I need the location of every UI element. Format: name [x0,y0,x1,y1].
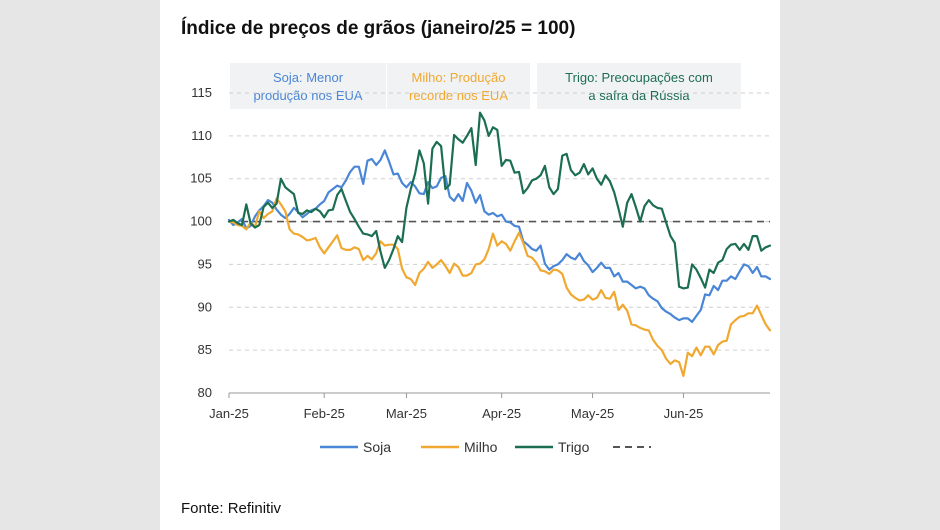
annotation-text: Milho: Produção [412,70,506,85]
y-tick-label: 115 [191,85,212,100]
series-lines [227,111,772,377]
annotation-text: a safra da Rússia [588,88,690,103]
y-tick-label: 90 [198,299,212,314]
annotation-box [387,63,530,109]
line-chart: Soja: Menor produção nos EUA Milho: Produç… [190,63,772,455]
grid-lines [229,92,770,351]
annotation-text: Soja: Menor [273,70,344,85]
annotation-boxes: Soja: Menor produção nos EUA Milho: Produç… [230,63,741,109]
y-tick-label: 110 [191,128,212,143]
y-tick-label: 95 [198,256,212,271]
y-tick-label: 105 [190,171,212,186]
annotation-box [537,63,741,109]
x-tick-label: Jun-25 [664,406,704,421]
legend-label: Trigo [558,439,590,455]
annotation-text: Trigo: Preocupações com [565,70,713,85]
y-tick-label: 85 [198,342,212,357]
x-tick-label: Mar-25 [386,406,427,421]
y-tick-label: 100 [190,214,212,229]
series-line-milho [227,197,772,377]
y-tick-labels: 80 85 90 95 100 105 110 115 [190,85,212,400]
chart-card: Índice de preços de grãos (janeiro/25 = … [160,0,780,530]
source-note: Fonte: Refinitiv [181,500,282,517]
series-line-trigo [227,111,772,290]
legend: Soja Milho Trigo [320,439,651,455]
x-axis: Jan-25 Feb-25 Mar-25 Apr-25 May-25 Jun-25 [209,392,770,421]
legend-label: Milho [464,439,498,455]
x-tick-label: May-25 [571,406,614,421]
x-tick-label: Apr-25 [482,406,521,421]
y-tick-label: 80 [198,385,212,400]
annotation-text: produção nos EUA [253,88,362,103]
chart-title: Índice de preços de grãos (janeiro/25 = … [181,18,576,39]
annotation-text: recorde nos EUA [409,88,508,103]
legend-label: Soja [363,439,391,455]
x-tick-label: Feb-25 [304,406,345,421]
annotation-box [230,63,386,109]
x-tick-label: Jan-25 [209,406,249,421]
series-line-soja [227,149,772,323]
